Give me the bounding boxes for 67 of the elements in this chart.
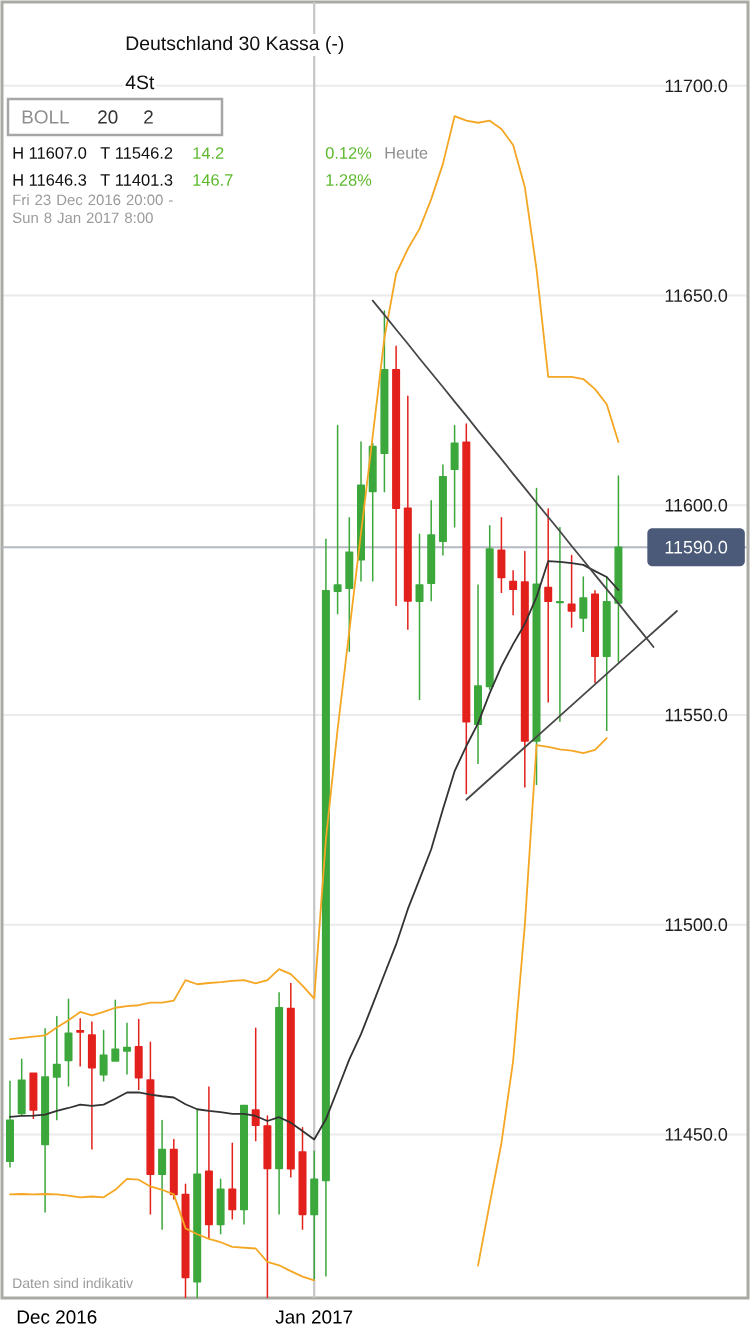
candlestick bbox=[146, 1041, 155, 1216]
candlestick bbox=[41, 1027, 50, 1214]
candlestick bbox=[87, 1021, 96, 1151]
candlestick bbox=[450, 424, 459, 529]
candlestick bbox=[497, 517, 506, 594]
y-tick-label: 11700.0 bbox=[665, 79, 728, 93]
candlestick bbox=[158, 1119, 167, 1231]
annotation: BOLL bbox=[22, 110, 69, 124]
candlestick bbox=[193, 1108, 202, 1299]
annotation: 14.2 bbox=[193, 147, 224, 159]
candlestick bbox=[462, 423, 471, 796]
candlestick bbox=[520, 550, 529, 789]
annotation: Daten sind indikativ bbox=[13, 1277, 134, 1289]
annotation: H 11607.0 bbox=[13, 147, 87, 159]
candlestick bbox=[310, 1150, 319, 1281]
candlestick bbox=[275, 991, 284, 1216]
y-tick-label: 11450.0 bbox=[665, 1128, 728, 1141]
line-series bbox=[9, 560, 620, 1141]
annotation: 146.7 bbox=[193, 174, 233, 186]
text: Deutschland 30 Kassa (-) bbox=[126, 35, 344, 54]
annotation: 0.12% bbox=[325, 147, 372, 159]
candlestick bbox=[427, 499, 436, 603]
candlestick bbox=[544, 508, 553, 704]
annotation: 20 bbox=[98, 110, 118, 124]
candlestick bbox=[591, 590, 600, 684]
candlestick bbox=[76, 1017, 85, 1068]
y-tick-label: 11650.0 bbox=[665, 289, 728, 302]
candlestick bbox=[204, 1086, 213, 1241]
candlestick bbox=[579, 576, 588, 633]
candlestick bbox=[6, 1080, 14, 1169]
candlestick bbox=[181, 1183, 190, 1299]
annotation: 2 bbox=[144, 110, 153, 124]
annotation: H 11646.3 bbox=[13, 174, 87, 186]
y-tick-label: 11600.0 bbox=[665, 498, 728, 512]
ref-line-label: 11590.0 bbox=[665, 540, 728, 554]
candlestick bbox=[99, 1029, 108, 1083]
candlestick bbox=[474, 584, 483, 765]
candlestick bbox=[438, 464, 447, 557]
candlestick bbox=[123, 1022, 132, 1076]
candlestick bbox=[321, 538, 330, 1278]
annotation: Heute bbox=[385, 147, 428, 159]
annotation: T 11546.2 bbox=[100, 147, 173, 159]
candlestick bbox=[286, 982, 295, 1179]
candlestick bbox=[298, 1126, 307, 1231]
x-tick-label: Jan 2017 bbox=[275, 1310, 353, 1324]
y-tick-label: 11500.0 bbox=[665, 918, 728, 932]
candlestick bbox=[134, 1018, 143, 1091]
candlestick bbox=[555, 526, 564, 723]
text: 4St bbox=[125, 75, 155, 90]
annotation: T 11401.3 bbox=[100, 174, 173, 186]
candlestick bbox=[392, 345, 401, 607]
candlestick bbox=[485, 525, 494, 691]
candlestick bbox=[532, 487, 541, 786]
candlestick bbox=[29, 1072, 38, 1120]
candlestick bbox=[17, 1058, 26, 1117]
annotation: 1.28% bbox=[326, 174, 372, 186]
candlestick bbox=[509, 569, 518, 616]
candlestick bbox=[216, 1178, 225, 1235]
candlestick bbox=[602, 576, 611, 732]
annotation: Fri 23 Dec 2016 20:00 - Sun 8 Jan 2017 8:00 bbox=[12, 194, 173, 224]
candlestick bbox=[52, 1015, 61, 1121]
candlestick bbox=[380, 310, 389, 494]
y-tick-label: 11550.0 bbox=[665, 708, 728, 722]
candlestick bbox=[240, 1104, 249, 1226]
candlestick bbox=[169, 1138, 178, 1201]
candlestick bbox=[403, 395, 412, 631]
x-tick-label: Dec 2016 bbox=[17, 1310, 97, 1324]
